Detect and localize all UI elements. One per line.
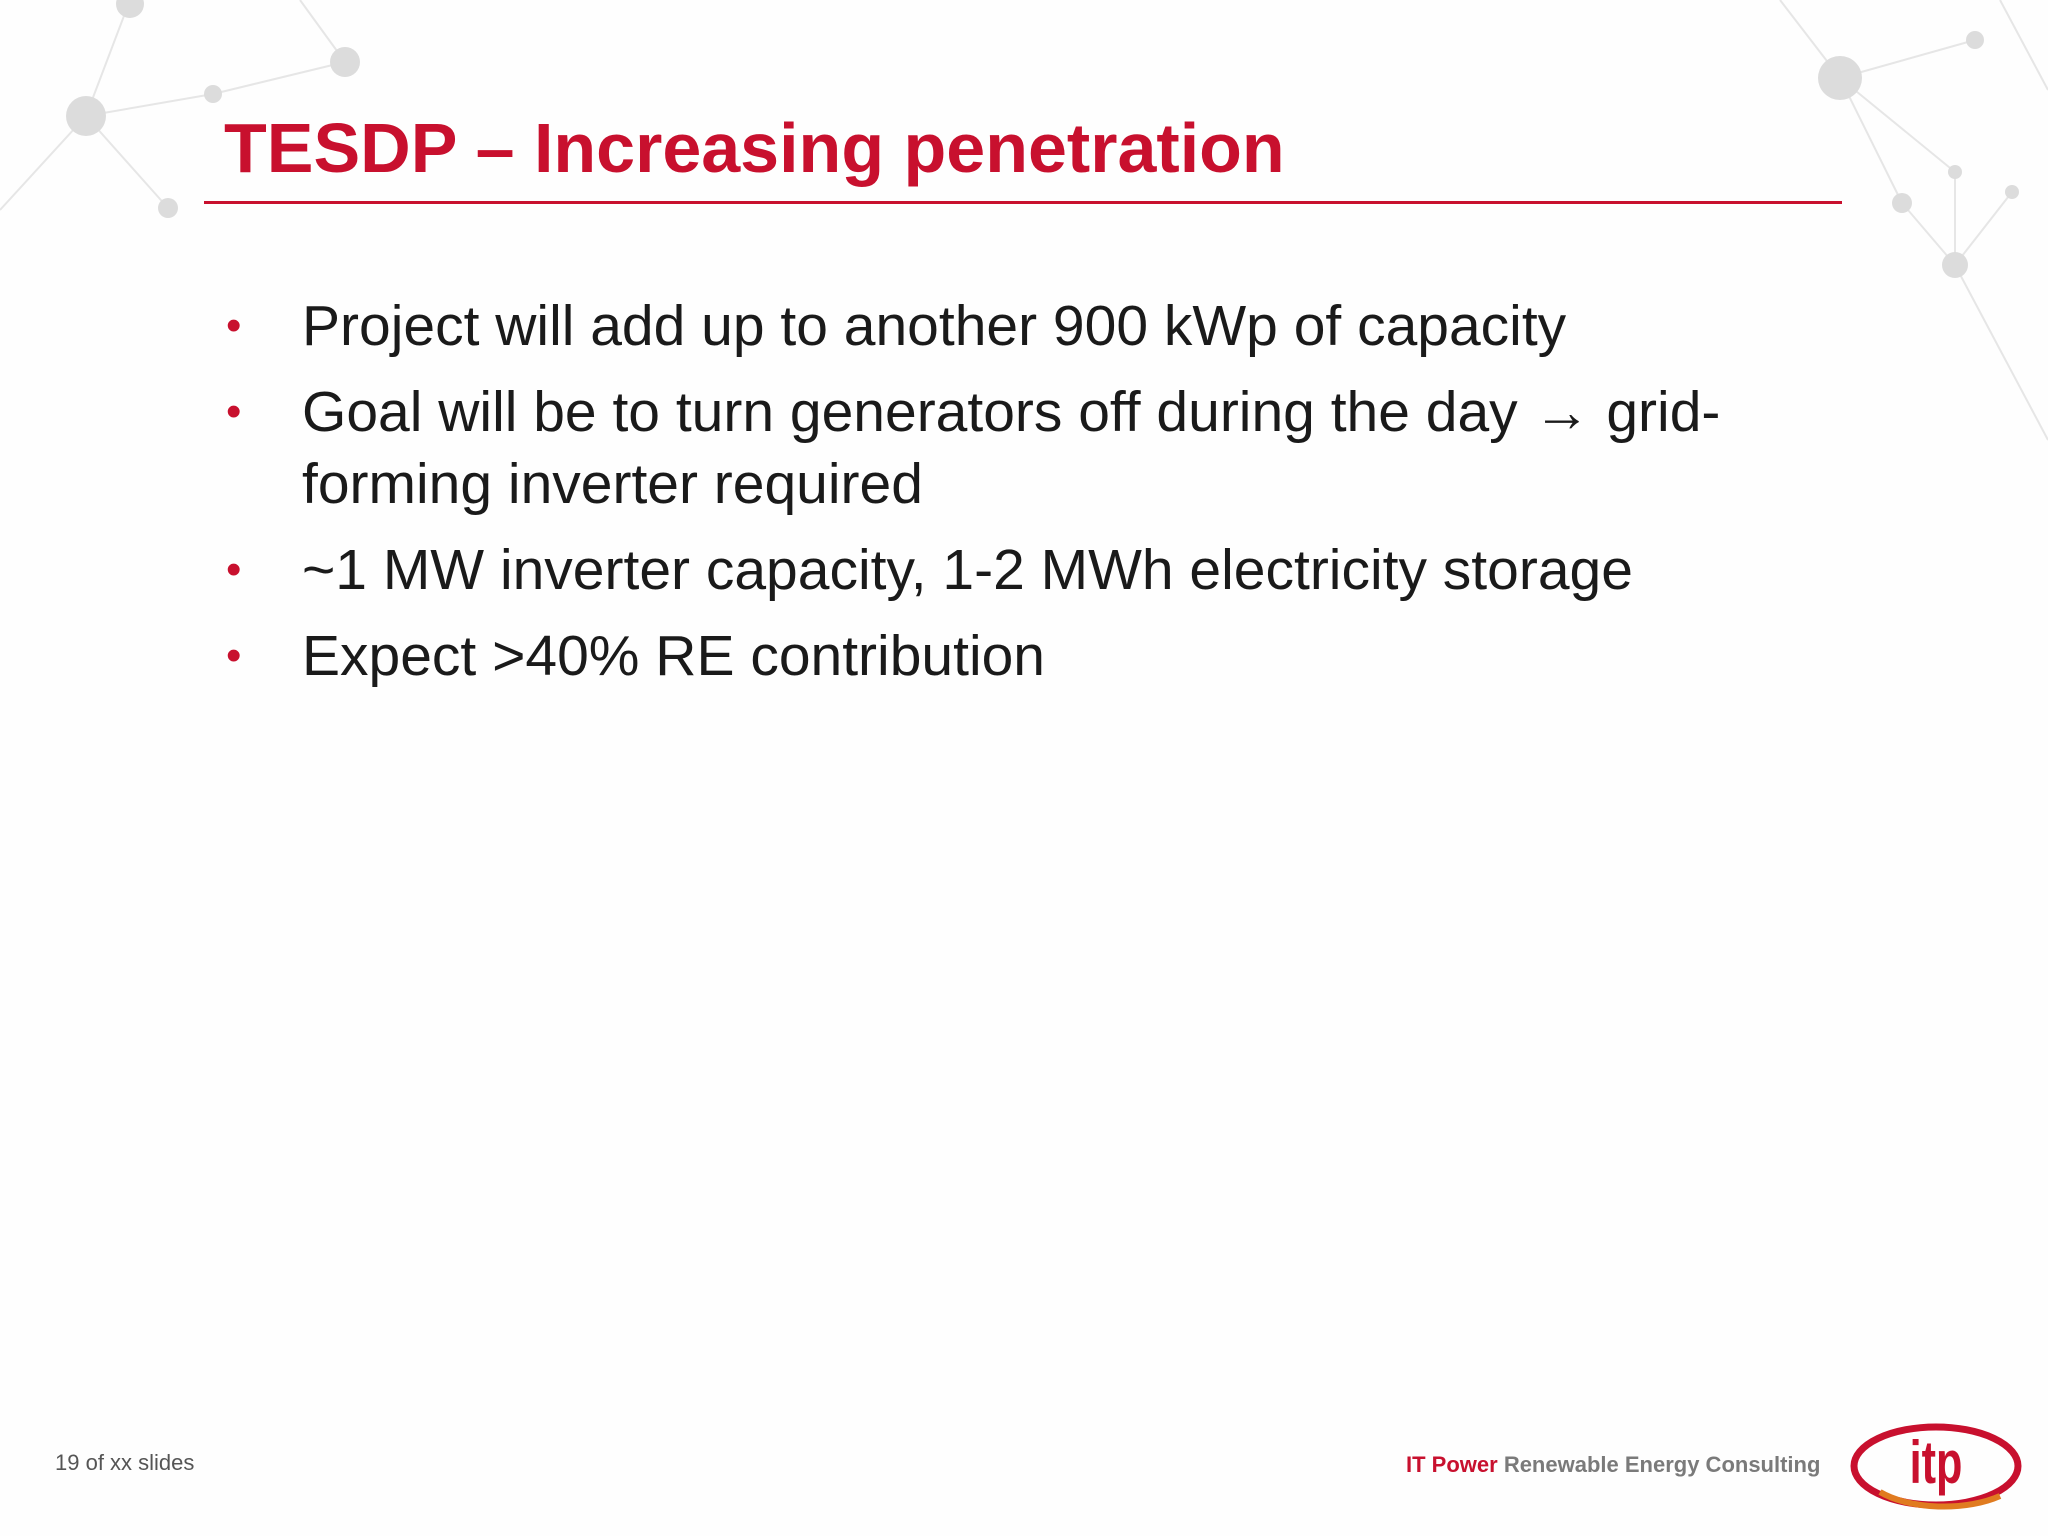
bullet-text: ~1 MW inverter capacity, 1-2 MWh electri… — [302, 538, 1633, 602]
bullet-list: • Project will add up to another 900 kWp… — [224, 290, 1824, 706]
logo-text: itp — [1909, 1429, 1963, 1496]
bullet-marker: • — [226, 545, 242, 594]
slide-counter: 19 of xx slides — [55, 1450, 195, 1475]
brand-tagline: Renewable Energy Consulting — [1503, 1452, 1821, 1477]
itp-logo: itp — [1850, 1422, 2022, 1510]
bullet-marker: • — [226, 301, 242, 350]
bullet-marker: • — [226, 631, 242, 680]
bullet-text: Goal will be to turn generators off duri… — [302, 380, 1721, 516]
bullet-item: • ~1 MW inverter capacity, 1-2 MWh elect… — [224, 534, 1824, 606]
bullet-item: • Project will add up to another 900 kWp… — [224, 290, 1824, 362]
brand-company-name: IT Power — [1406, 1452, 1498, 1477]
bullet-marker: • — [226, 387, 242, 436]
bullet-item: • Goal will be to turn generators off du… — [224, 376, 1824, 520]
logo-ellipse-icon — [1850, 1423, 2022, 1510]
bullet-text: Project will add up to another 900 kWp o… — [302, 294, 1567, 358]
bullet-text: Expect >40% RE contribution — [302, 624, 1046, 688]
slide-title: TESDP – Increasing penetration — [224, 109, 1285, 187]
title-underline — [204, 201, 1842, 204]
bullet-item: • Expect >40% RE contribution — [224, 620, 1824, 692]
footer-brand: IT Power Renewable Energy Consulting — [1406, 1452, 1820, 1478]
